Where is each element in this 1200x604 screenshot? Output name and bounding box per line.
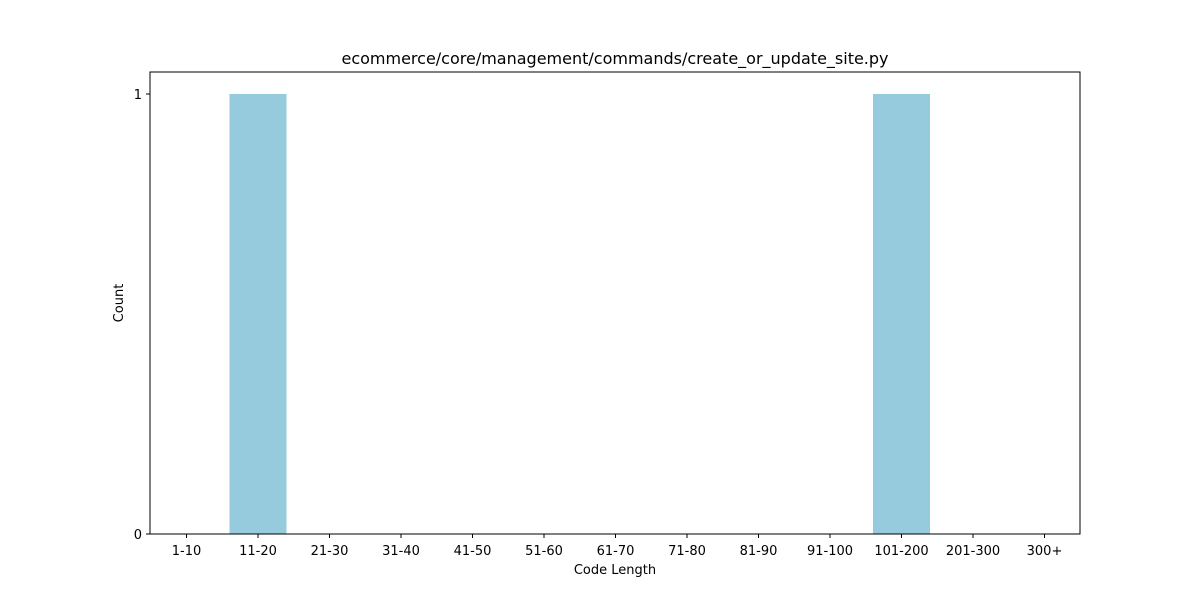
bar-11-20 (229, 94, 287, 534)
x-tick-label: 201-300 (946, 544, 1000, 559)
x-tick-label: 300+ (1027, 544, 1063, 559)
x-tick-label: 31-40 (382, 544, 420, 559)
x-tick-label: 81-90 (740, 544, 778, 559)
y-tick-label: 1 (134, 88, 142, 103)
x-tick-label: 101-200 (874, 544, 928, 559)
x-axis-ticks: 1-10 11-20 21-30 31-40 41-50 51-60 61-70 71-80 8… (172, 534, 1063, 559)
plot-area-frame (149, 71, 1081, 535)
x-axis-label: Code Length (574, 563, 656, 578)
y-tick-label: 0 (134, 528, 142, 543)
x-tick-label: 51-60 (525, 544, 563, 559)
x-tick-label: 1-10 (172, 544, 202, 559)
x-tick-label: 41-50 (454, 544, 492, 559)
chart-title: ecommerce/core/management/commands/creat… (341, 49, 888, 69)
bar-101-200 (873, 94, 930, 534)
x-tick-label: 61-70 (597, 544, 635, 559)
y-axis-ticks: 01 (134, 88, 150, 543)
y-axis-label: Count (112, 284, 127, 323)
x-tick-label: 71-80 (668, 544, 706, 559)
x-tick-label: 11-20 (239, 544, 277, 559)
x-tick-label: 91-100 (807, 544, 853, 559)
x-tick-label: 21-30 (311, 544, 349, 559)
bars-group (229, 94, 930, 534)
